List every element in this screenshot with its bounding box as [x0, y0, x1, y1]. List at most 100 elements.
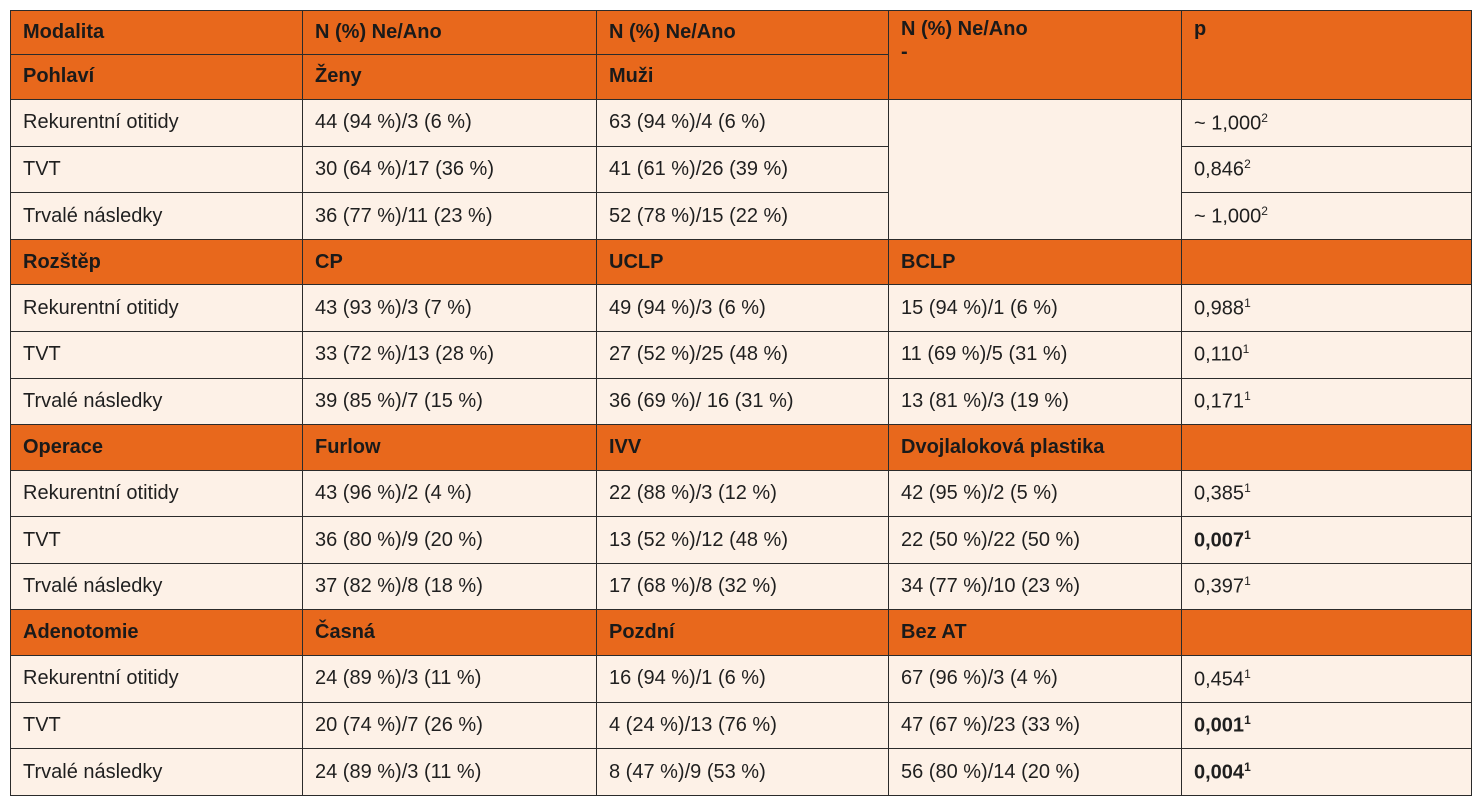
value-cell: 43 (93 %)/3 (7 %) — [302, 284, 597, 333]
group-label: Rozštěp — [10, 238, 303, 286]
table-row: Rekurentní otitidy 43 (93 %)/3 (7 %) 49 (9… — [10, 284, 1472, 333]
table-row: TVT 20 (74 %)/7 (26 %) 4 (24 %)/13 (76 %) 4… — [10, 701, 1472, 750]
group-column-label: IVV — [596, 424, 889, 471]
value-cell: 33 (72 %)/13 (28 %) — [302, 331, 597, 379]
row-name: TVT — [10, 145, 303, 194]
value-cell: 36 (80 %)/9 (20 %) — [302, 516, 597, 564]
group-header-row: Adenotomie Časná Pozdní Bez AT — [10, 609, 1472, 657]
value-cell: 15 (94 %)/1 (6 %) — [888, 284, 1182, 333]
table-row: Rekurentní otitidy 24 (89 %)/3 (11 %) 16 (… — [10, 655, 1472, 703]
value-cell: 67 (96 %)/3 (4 %) — [888, 655, 1182, 703]
p-value: 0,004 — [1194, 761, 1245, 784]
value-cell: 34 (77 %)/10 (23 %) — [888, 562, 1182, 611]
p-value-cell: 0,3851 — [1181, 469, 1472, 518]
group-column-label: Dvojlaloková plastika — [888, 424, 1182, 471]
value-cell: 36 (77 %)/11 (23 %) — [302, 192, 597, 240]
table-row: Trvalé následky 37 (82 %)/8 (18 %) 17 (68 … — [10, 562, 1472, 611]
p-value: 0,007 — [1194, 529, 1245, 552]
p-value-footnote: 2 — [1261, 110, 1268, 125]
table-row: TVT 30 (64 %)/17 (36 %) 41 (61 %)/26 (39 %… — [10, 145, 1472, 194]
p-value-cell: 0,1101 — [1181, 331, 1472, 379]
p-value-cell: ~ 1,0002 — [1181, 192, 1472, 240]
value-cell: 39 (85 %)/7 (15 %) — [302, 377, 597, 426]
group-column-label: CP — [302, 238, 597, 286]
group-column-label: UCLP — [596, 238, 889, 286]
value-cell: 27 (52 %)/25 (48 %) — [596, 331, 889, 379]
value-cell: 22 (50 %)/22 (50 %) — [888, 516, 1182, 564]
row-name: Rekurentní otitidy — [10, 469, 303, 518]
header-row: Modalita N (%) Ne/Ano N (%) Ne/Ano N (%)… — [10, 9, 1472, 101]
value-cell: 20 (74 %)/7 (26 %) — [302, 701, 597, 750]
p-value-cell: 0,0041 — [1181, 748, 1472, 796]
p-value-footnote: 1 — [1244, 759, 1251, 774]
row-name: TVT — [10, 331, 303, 379]
header-n3: N (%) Ne/Ano - — [888, 9, 1182, 101]
value-cell: 49 (94 %)/3 (6 %) — [596, 284, 889, 333]
group-header-row: Pohlaví Ženy Muži — [10, 53, 1472, 101]
table-row: Trvalé následky 39 (85 %)/7 (15 %) 36 (69 … — [10, 377, 1472, 426]
p-value-cell: 0,9881 — [1181, 284, 1472, 333]
p-value-cell: ~ 1,0002 — [1181, 99, 1472, 147]
p-value-cell: 0,1711 — [1181, 377, 1472, 426]
group-p-cell — [1181, 609, 1472, 657]
value-cell: 63 (94 %)/4 (6 %) — [596, 99, 889, 147]
value-cell: 42 (95 %)/2 (5 %) — [888, 469, 1182, 518]
group-label: Pohlaví — [10, 53, 303, 101]
value-cell: 43 (96 %)/2 (4 %) — [302, 469, 597, 518]
value-cell: 13 (81 %)/3 (19 %) — [888, 377, 1182, 426]
p-value: 0,171 — [1194, 390, 1245, 413]
value-cell: 13 (52 %)/12 (48 %) — [596, 516, 889, 564]
row-name: TVT — [10, 516, 303, 564]
p-value-footnote: 1 — [1244, 481, 1251, 496]
value-cell: 22 (88 %)/3 (12 %) — [596, 469, 889, 518]
table-row: Rekurentní otitidy 44 (94 %)/3 (6 %) 63 (9… — [10, 99, 1472, 240]
p-value: 0,001 — [1194, 714, 1245, 737]
value-cell: 8 (47 %)/9 (53 %) — [596, 748, 889, 796]
header-n1: N (%) Ne/Ano — [302, 10, 597, 55]
table-row: Trvalé následky 24 (89 %)/3 (11 %) 8 (47 %… — [10, 748, 1472, 796]
value-cell: 36 (69 %)/ 16 (31 %) — [596, 377, 889, 426]
p-value-footnote: 1 — [1244, 666, 1251, 681]
value-cell: 44 (94 %)/3 (6 %) — [302, 99, 597, 147]
p-value: 0,988 — [1194, 297, 1245, 320]
row-name: Rekurentní otitidy — [10, 284, 303, 333]
group-header-row: Operace Furlow IVV Dvojlaloková plastika — [10, 424, 1472, 471]
row-name: Rekurentní otitidy — [10, 655, 303, 703]
value-cell: 24 (89 %)/3 (11 %) — [302, 748, 597, 796]
p-value-cell: 0,8462 — [1181, 145, 1472, 194]
results-table: Modalita N (%) Ne/Ano N (%) Ne/Ano N (%)… — [10, 9, 1472, 796]
group-column-label: Furlow — [302, 424, 597, 471]
p-value: ~ 1,000 — [1194, 205, 1262, 228]
p-value-footnote: 1 — [1242, 342, 1250, 357]
p-value-footnote: 2 — [1244, 157, 1251, 172]
p-value-footnote: 1 — [1244, 527, 1251, 542]
p-value: ~ 1,000 — [1194, 112, 1262, 135]
group-column-label: Časná — [302, 609, 597, 657]
table-row: TVT 36 (80 %)/9 (20 %) 13 (52 %)/12 (48 %)… — [10, 516, 1472, 564]
p-value: 0,110 — [1194, 344, 1243, 367]
group-p-cell — [1181, 238, 1472, 286]
empty-cell — [888, 99, 1182, 240]
value-cell: 56 (80 %)/14 (20 %) — [888, 748, 1182, 796]
value-cell: 41 (61 %)/26 (39 %) — [596, 145, 889, 194]
group-column-label: Bez AT — [888, 609, 1182, 657]
p-value-footnote: 1 — [1244, 574, 1251, 589]
value-cell: 52 (78 %)/15 (22 %) — [596, 192, 889, 240]
group-column-label: BCLP — [888, 238, 1182, 286]
group-label: Operace — [10, 424, 303, 471]
p-value-cell: 0,0071 — [1181, 516, 1472, 564]
group-header-row: Rozštěp CP UCLP BCLP — [10, 238, 1472, 286]
p-value: 0,454 — [1194, 668, 1245, 691]
p-value: 0,397 — [1194, 576, 1245, 599]
p-value-footnote: 1 — [1244, 389, 1251, 404]
group-p-cell — [1181, 424, 1472, 471]
value-cell: 17 (68 %)/8 (32 %) — [596, 562, 889, 611]
table-row: Trvalé následky 36 (77 %)/11 (23 %) 52 (78… — [10, 192, 1472, 240]
value-cell: 4 (24 %)/13 (76 %) — [596, 701, 889, 750]
value-cell: 24 (89 %)/3 (11 %) — [302, 655, 597, 703]
header-p: p — [1181, 9, 1472, 101]
table-row: Rekurentní otitidy 43 (96 %)/2 (4 %) 22 (8… — [10, 469, 1472, 518]
p-value-footnote: 1 — [1244, 295, 1251, 310]
row-name: Trvalé následky — [10, 562, 303, 611]
p-value-cell: 0,3971 — [1181, 562, 1472, 611]
